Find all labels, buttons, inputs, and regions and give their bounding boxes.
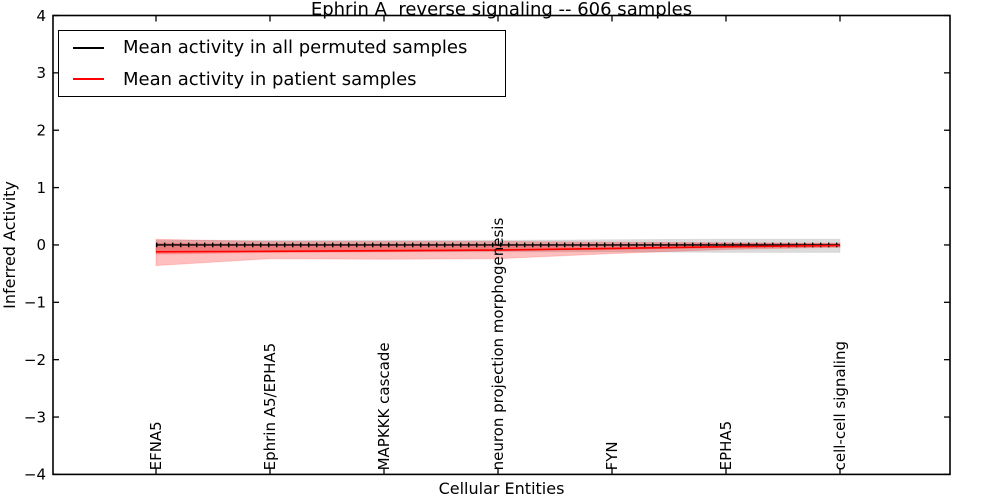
y-tick-label: 1 (36, 179, 46, 197)
x-tick-label: MAPKKK cascade (375, 342, 393, 470)
y-tick-label: −2 (24, 351, 46, 369)
legend-line-permuted-icon (73, 46, 104, 49)
x-axis-title: Cellular Entities (438, 479, 565, 498)
series-lines (155, 242, 841, 253)
legend: Mean activity in all permuted samples Me… (58, 30, 506, 97)
x-tick-label: Ephrin A5/EPHA5 (261, 343, 279, 471)
legend-item-patient: Mean activity in patient samples (59, 65, 505, 94)
legend-line-patient-icon (73, 78, 104, 81)
legend-label-permuted: Mean activity in all permuted samples (123, 37, 468, 59)
y-tick-label: −3 (24, 408, 46, 426)
x-tick-label: FYN (603, 441, 621, 470)
patient-mean-line (155, 244, 841, 253)
y-axis-title: Inferred Activity (0, 181, 19, 309)
y-tick-label: 0 (36, 236, 46, 254)
x-tick-label: EPHA5 (717, 421, 735, 471)
y-tick-label: −4 (24, 466, 46, 484)
chart-title: Ephrin A reverse signaling -- 606 sample… (310, 0, 693, 20)
y-tick-labels: 4 3 2 1 0 −1 −2 −3 −4 (24, 7, 46, 484)
y-tick-label: 4 (36, 7, 46, 25)
y-tick-label: −1 (24, 294, 46, 312)
legend-item-permuted: Mean activity in all permuted samples (59, 33, 505, 62)
y-tick-label: 2 (36, 121, 46, 139)
x-tick-label: neuron projection morphogenesis (489, 218, 507, 471)
x-tick-label: cell-cell signaling (831, 341, 849, 470)
legend-label-patient: Mean activity in patient samples (123, 68, 417, 90)
y-tick-label: 3 (36, 64, 46, 82)
x-tick-labels: EFNA5 Ephrin A5/EPHA5 MAPKKK cascade neuron… (147, 218, 849, 471)
x-tick-label: EFNA5 (147, 421, 165, 470)
axis-ticks (53, 14, 950, 476)
